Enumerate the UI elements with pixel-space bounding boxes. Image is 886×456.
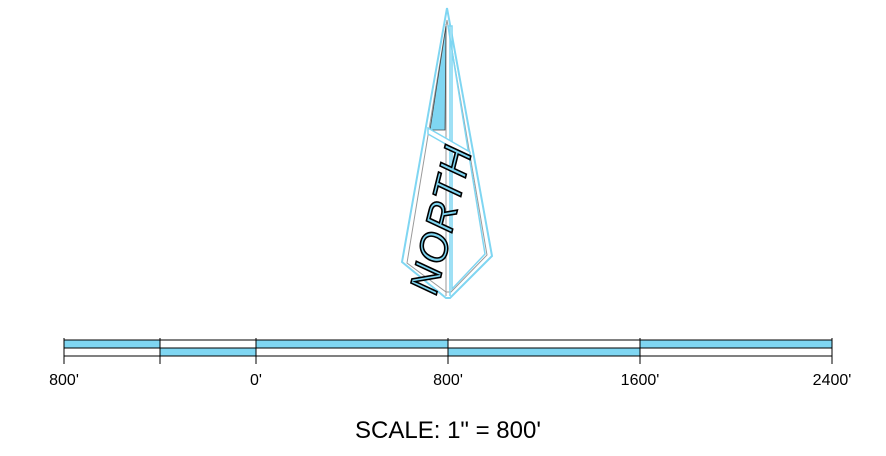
scale-bar-tick-label: 0' [250, 372, 262, 389]
scale-bar: 800' 0' 800' 1600' 2400' SCALE: 1" = 800… [49, 338, 851, 444]
scale-bar-tick-label: 1600' [621, 372, 660, 389]
scale-bar-tick-label: 800' [49, 372, 79, 389]
north-arrow: NORTH [400, 7, 494, 299]
scale-bar-tick-label: 2400' [813, 372, 852, 389]
scale-bar-bottom-segment [448, 348, 641, 356]
scale-bar-tick-label: 800' [433, 372, 463, 389]
north-arrow-crossbar [427, 126, 471, 160]
scale-bar-bottom-segment [160, 348, 257, 356]
scale-bar-top-segment [256, 340, 449, 348]
scale-caption: SCALE: 1" = 800' [355, 417, 541, 444]
scale-bar-top-segment [64, 340, 161, 348]
north-arrow-inner-outline [406, 19, 488, 293]
scale-bar-top-segment [640, 340, 832, 348]
north-arrow-left-blade [429, 25, 447, 131]
north-arrow-outer-outline [400, 7, 494, 299]
